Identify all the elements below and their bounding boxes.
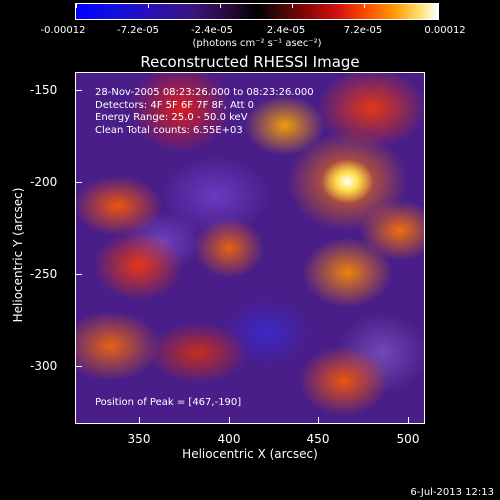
colorbar-tick-label: -0.00012 [40, 25, 86, 36]
y-tick-label: -150 [30, 83, 58, 97]
detectors-text: Detectors: 4F 5F 6F 7F 8F, Att 0 [95, 99, 255, 111]
x-tick-label: 350 [127, 432, 151, 446]
y-axis-label: Heliocentric Y (arcsec) [11, 187, 25, 323]
x-axis-label: Heliocentric X (arcsec) [182, 447, 318, 461]
energy-range-text: Energy Range: 25.0 - 50.0 keV [95, 112, 248, 123]
plot-title: Reconstructed RHESSI Image [140, 53, 360, 71]
colorbar [75, 3, 439, 20]
colorbar-units: (photons cm⁻² s⁻¹ asec⁻²) [192, 38, 322, 49]
time-range-text: 28-Nov-2005 08:23:26.000 to 08:23:26.000 [95, 87, 314, 98]
timestamp: 6-Jul-2013 12:13 [410, 487, 494, 498]
y-tick-label: -250 [30, 267, 58, 281]
y-tick-label: -200 [30, 175, 58, 189]
method-counts-text: Clean Total counts: 6.55E+03 [95, 124, 243, 136]
colorbar-tick-label: -7.2e-05 [117, 25, 159, 36]
x-tick-label: 500 [396, 432, 420, 446]
image-annotations: 28-Nov-2005 08:23:26.000 to 08:23:26.000… [95, 87, 314, 137]
peak-position-text: Position of Peak = [467,-190] [95, 397, 242, 408]
colorbar-tick-label: 7.2e-05 [343, 25, 383, 36]
x-tick-label: 450 [306, 432, 330, 446]
y-tick-label: -300 [30, 359, 58, 373]
rhessi-image [75, 72, 425, 424]
x-tick-label: 400 [217, 432, 241, 446]
colorbar-tick-label: 2.4e-05 [266, 25, 306, 36]
colorbar-tick-label: -2.4e-05 [191, 25, 233, 36]
colorbar-tick-label: 0.00012 [424, 25, 466, 36]
